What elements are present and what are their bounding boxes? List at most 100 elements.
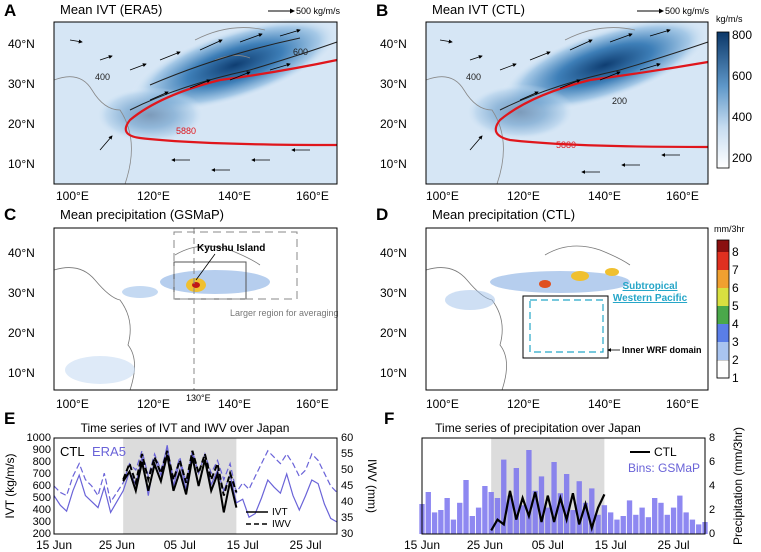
y-tick-right: 50	[341, 464, 353, 476]
panel-f-title: Time series of precipitation over Japan	[435, 421, 641, 435]
colorbar-tick: 5	[732, 299, 739, 313]
gsmap-bin	[582, 502, 589, 534]
lat-tick: 20°N	[380, 117, 407, 131]
inner-domain-label: Inner WRF domain	[622, 345, 702, 355]
rain-patch	[65, 356, 135, 384]
panel-b-lat-ticks: 10°N 20°N 30°N 40°N	[380, 37, 407, 171]
lat-tick: 40°N	[8, 37, 35, 51]
subtropical-wp-box	[529, 299, 604, 353]
lat-tick: 10°N	[8, 157, 35, 171]
panel-d-lat-ticks: 10°N 20°N 30°N 40°N	[380, 246, 407, 380]
panel-b-letter: B	[376, 1, 388, 20]
colorbar-tick: 3	[732, 335, 739, 349]
gsmap-bin	[482, 486, 488, 534]
kyushu-label: Kyushu Island	[197, 243, 265, 254]
x-tick: 15 Jul	[595, 538, 627, 552]
legend-ivt: IVT	[272, 507, 288, 518]
lon-tick: 100°E	[426, 397, 459, 411]
gsmap-bin	[664, 514, 670, 534]
panel-a-lon-ticks: 100°E 120°E 140°E 160°E	[56, 189, 329, 203]
panel-c-lon-ticks: 100°E 120°E 140°E 160°E	[56, 397, 329, 411]
gsmap-bin	[545, 507, 551, 534]
lat-tick: 10°N	[380, 157, 407, 171]
gsmap-bin	[450, 519, 457, 534]
panel-c-letter: C	[4, 205, 16, 224]
ivt-contour-600	[149, 37, 301, 86]
y-tick-left: 900	[33, 444, 51, 456]
panel-b-frame	[425, 21, 709, 185]
lon-tick: 140°E	[218, 397, 251, 411]
colorbar-bin	[717, 288, 729, 306]
gsmap-bin	[425, 492, 431, 534]
lon-tick: 160°E	[666, 189, 699, 203]
gsmap-bin	[570, 510, 576, 534]
series-ctl-ivt	[122, 454, 238, 513]
precip-colorbar: mm/3hr 1 2 3 4 5 6 7 8	[714, 224, 745, 385]
gsmap-bin	[601, 505, 608, 534]
colorbar-tick: 4	[732, 317, 739, 331]
contour-label: 400	[95, 72, 110, 82]
ivt-colorbar-scale	[716, 31, 730, 169]
panel-d-letter: D	[376, 205, 388, 224]
panel-f-y-ticks: 0 2 4 6 8	[709, 432, 715, 540]
y-tick-right: 45	[341, 480, 353, 492]
coastline	[53, 267, 135, 391]
japan-coastline	[194, 27, 266, 61]
panel-d-map: Subtropical Western Pacific Inner WRF do…	[425, 227, 709, 391]
lon-tick: 140°E	[588, 189, 621, 203]
legend-bins: Bins: GSMaP	[628, 461, 700, 475]
lon-tick: 160°E	[666, 397, 699, 411]
x-tick: 25 Jun	[467, 538, 503, 552]
rain-maximum-core	[192, 282, 200, 288]
contour-label: 400	[466, 72, 481, 82]
gsmap-bin	[519, 505, 526, 534]
colorbar-tick: 800	[732, 28, 752, 42]
gsmap-bin	[431, 512, 438, 534]
contour-5880	[494, 60, 709, 149]
x-tick: 15 Jun	[36, 538, 72, 552]
panel-b-title: Mean IVT (CTL)	[432, 2, 525, 17]
contour-label: 200	[612, 96, 627, 106]
western-pacific-label: Western Pacific	[613, 293, 688, 304]
y-tick-right: 60	[341, 432, 353, 444]
gsmap-bin	[501, 459, 507, 534]
gsmap-bin	[494, 498, 501, 534]
gsmap-bin	[563, 474, 570, 534]
contour-5880	[124, 58, 338, 147]
lat-tick: 30°N	[8, 77, 35, 91]
colorbar-bin	[716, 359, 730, 379]
lat-tick: 40°N	[380, 37, 407, 51]
colorbar-tick: 7	[732, 263, 739, 277]
panel-a-letter: A	[4, 1, 16, 20]
panel-e: E Time series of IVT and IWV over Japan …	[3, 409, 379, 552]
panel-c-title: Mean precipitation (GSMaP)	[60, 207, 224, 222]
colorbar-bin	[717, 252, 729, 270]
kyushu-pointer	[195, 253, 216, 281]
panel-a-title: Mean IVT (ERA5)	[60, 2, 162, 17]
ivt-vector-field	[439, 29, 680, 174]
lat-tick: 10°N	[8, 366, 35, 380]
gsmap-bin	[607, 512, 614, 534]
y-tick: 6	[709, 456, 715, 468]
lon-tick: 120°E	[507, 397, 540, 411]
contour-label: 600	[293, 47, 308, 57]
panel-f: F Time series of precipitation over Japa…	[384, 409, 745, 552]
lat-tick: 30°N	[380, 286, 407, 300]
panel-e-ylabel-right: IWV (mm)	[365, 459, 379, 513]
gsmap-bin	[595, 514, 601, 534]
panel-e-letter: E	[4, 409, 15, 428]
y-tick-left: 200	[33, 528, 51, 540]
panel-f-letter: F	[384, 409, 394, 428]
lon-tick: 160°E	[296, 189, 329, 203]
gsmap-bin	[696, 524, 702, 534]
y-tick-left: 600	[33, 480, 51, 492]
panel-c-frame	[53, 227, 338, 391]
panel-a-map: 400 600 5880	[53, 17, 341, 185]
panel-b-map: 400 200 5880	[425, 17, 711, 185]
japan-coastline	[174, 245, 261, 266]
lat-tick: 40°N	[8, 246, 35, 260]
rain-band	[122, 286, 158, 298]
gsmap-bin	[633, 514, 639, 534]
gsmap-bin	[475, 507, 482, 534]
